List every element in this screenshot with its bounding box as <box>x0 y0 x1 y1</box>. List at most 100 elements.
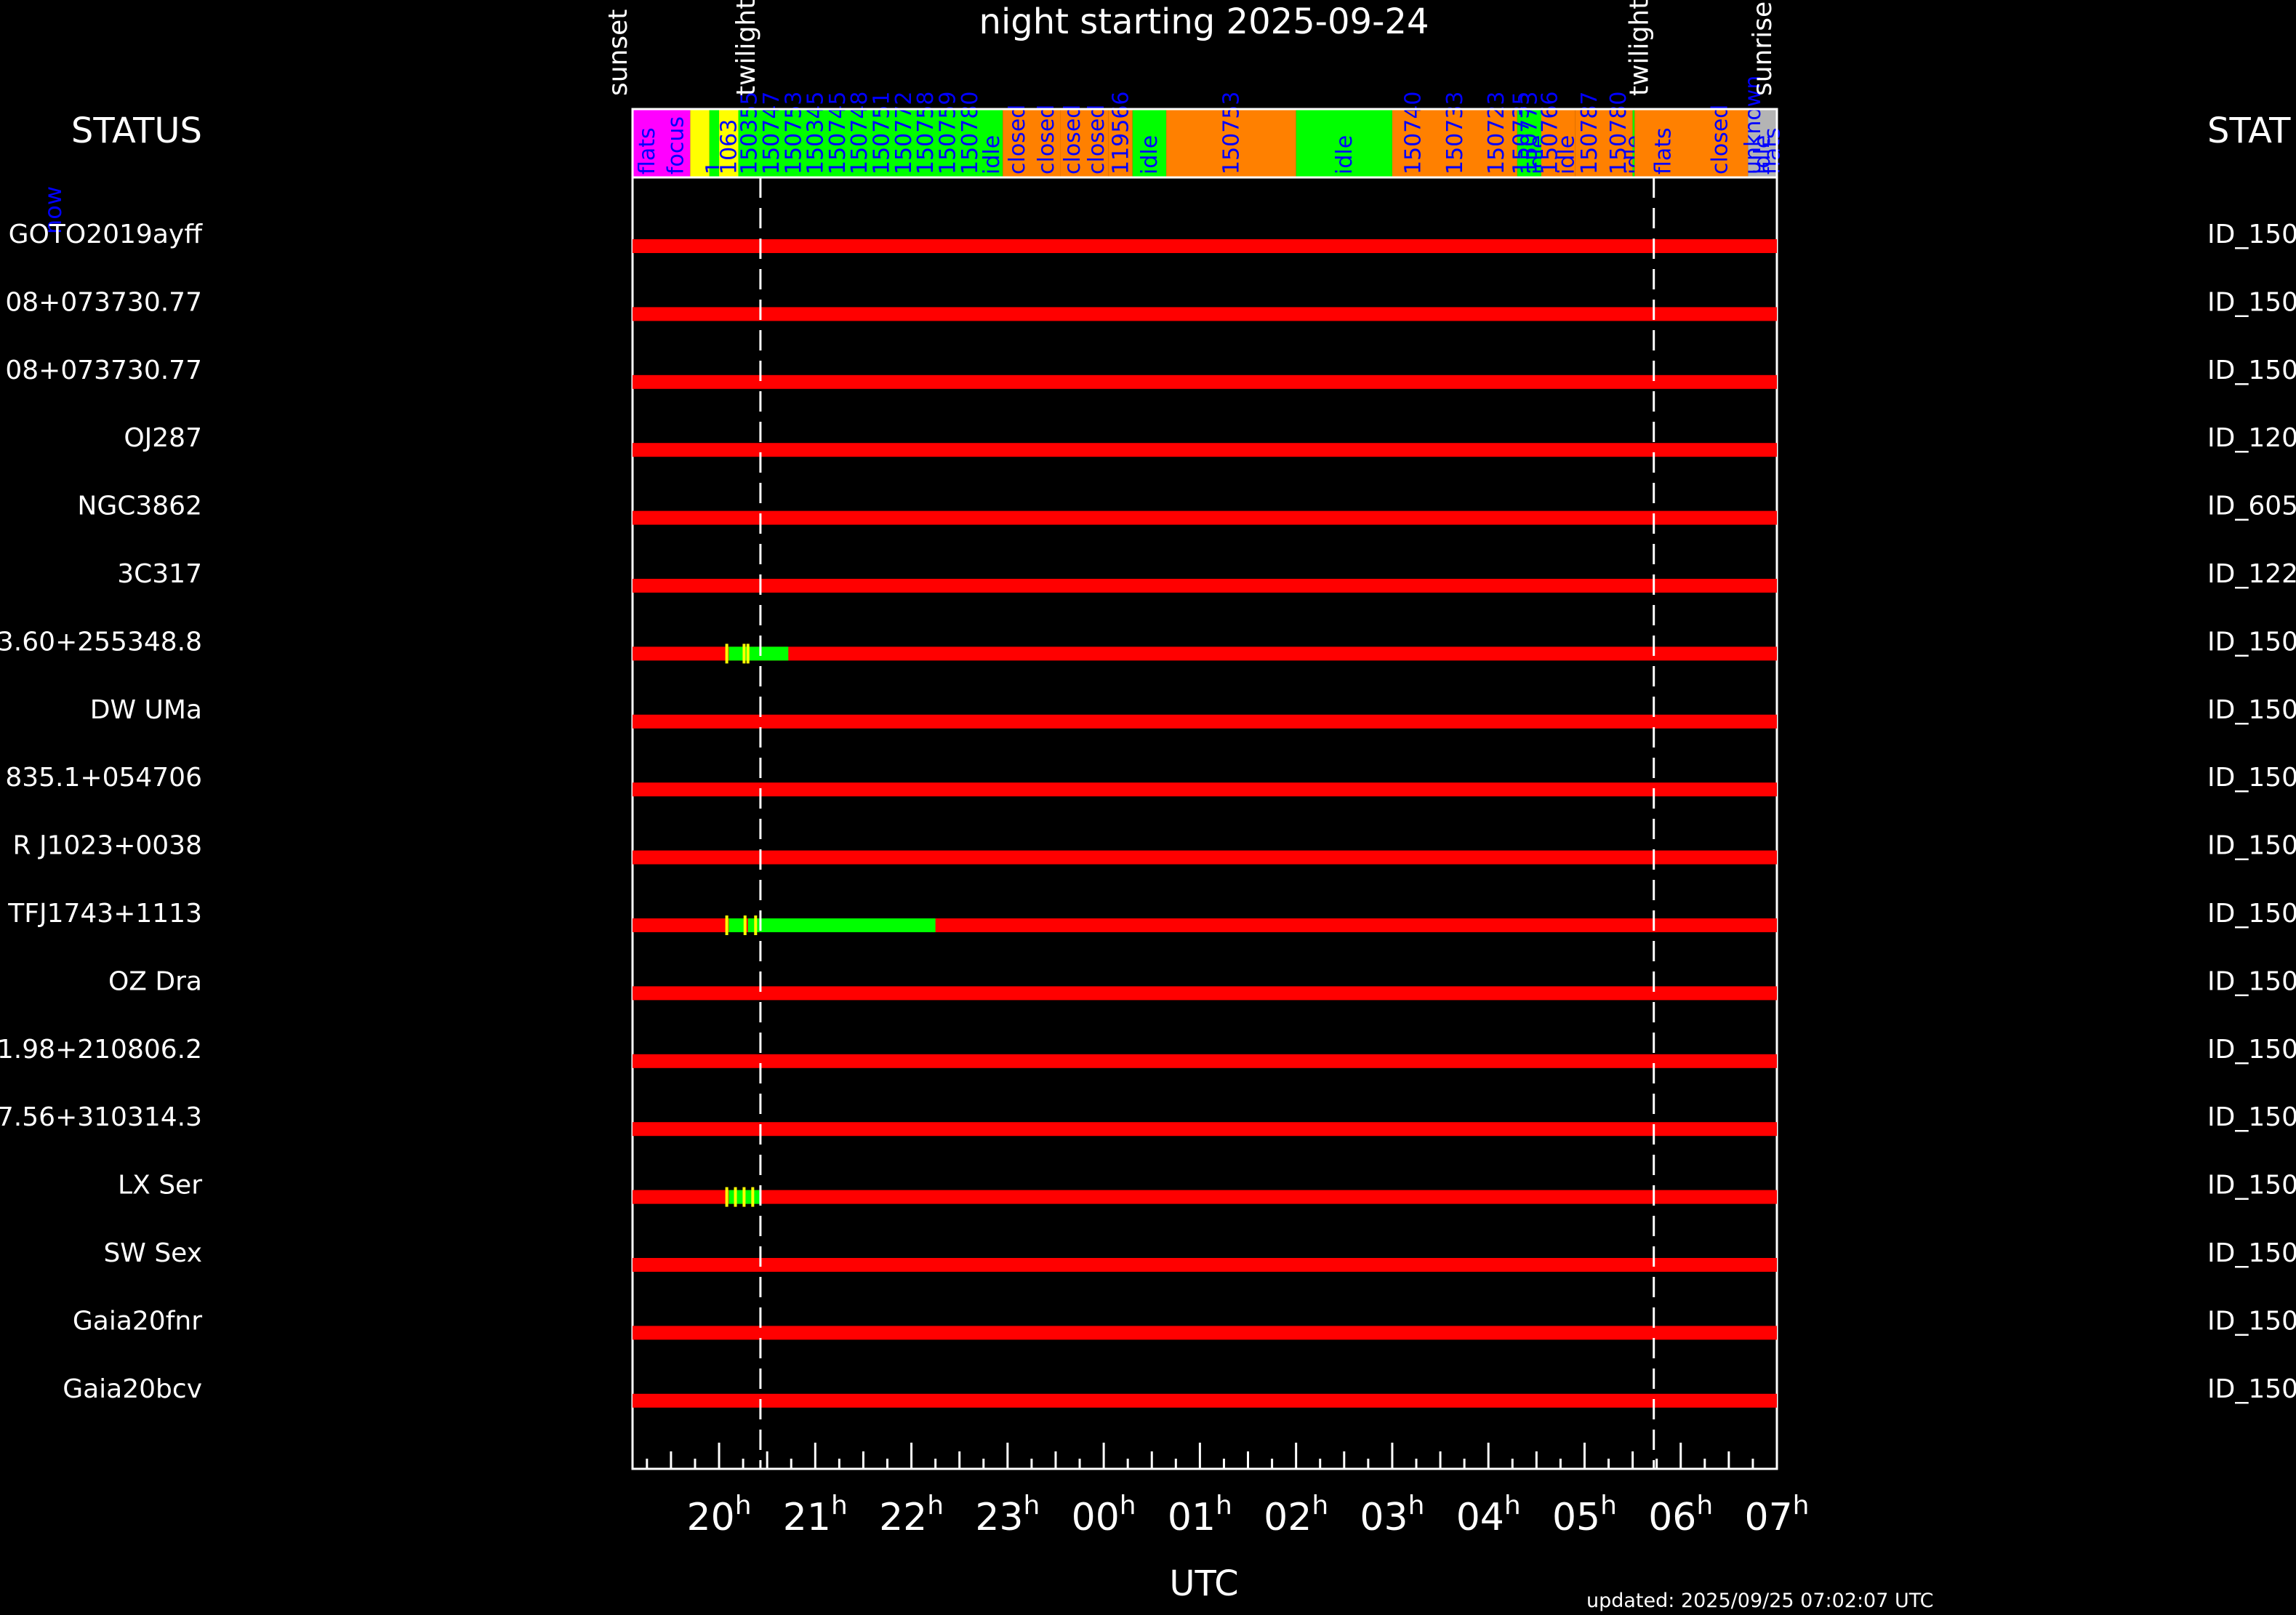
chart-title: night starting 2025-09-24 <box>979 1 1429 42</box>
target-name: 08+073730.77 <box>5 287 202 317</box>
status-segment-label: 150758 <box>913 91 939 175</box>
observation-marker <box>742 644 746 664</box>
status-segment-label: 150345 <box>803 91 829 175</box>
x-axis-label: UTC <box>1169 1563 1238 1604</box>
target-id: ID_150 <box>2207 1102 2296 1132</box>
observation-marker <box>734 1187 737 1207</box>
status-label-left: STATUS <box>71 111 202 151</box>
target-id: ID_150 <box>2207 899 2296 929</box>
target-id: ID_150 <box>2207 1171 2296 1201</box>
target-id: ID_605 <box>2207 492 2296 521</box>
status-segment-idle <box>709 109 720 177</box>
x-tick-label: 02h <box>1264 1491 1328 1539</box>
target-id: ID_150 <box>2207 763 2296 793</box>
status-segment-label: flats <box>635 127 660 175</box>
target-row: GOTO2019ayff ID_150 <box>9 220 2296 253</box>
observation-marker <box>725 1187 728 1207</box>
status-segment-label: 119566 <box>1108 91 1133 175</box>
status-segment-label: 150733 <box>1442 91 1468 175</box>
target-id: ID_150 <box>2207 966 2296 996</box>
target-id: ID_150 <box>2207 287 2296 317</box>
observation-segment <box>747 646 789 661</box>
status-segment-label: unknown <box>1741 76 1766 175</box>
target-timeline-bar <box>633 986 1777 1001</box>
target-row: OZ Dra ID_150 <box>108 966 2296 1001</box>
twilight-label: twilight <box>731 0 761 96</box>
target-name: Gaia20bcv <box>63 1374 202 1404</box>
target-name: Gaia20fnr <box>73 1306 202 1336</box>
target-name: TFJ1743+1113 <box>7 899 202 929</box>
target-row: 835.1+054706 ID_150 <box>5 763 2296 797</box>
target-id: ID_120 <box>2207 423 2296 453</box>
status-segment-unknown <box>1748 109 1777 177</box>
status-segment-idle <box>738 109 1003 177</box>
status-segment-label: 150773 <box>1517 91 1542 175</box>
status-label-right: STAT <box>2207 111 2291 151</box>
status-segment-label: 150787 <box>1577 91 1602 175</box>
status-segment-focus <box>719 109 739 177</box>
target-row: Gaia20bcv ID_150 <box>63 1374 2296 1408</box>
x-tick-label: 04h <box>1456 1491 1521 1539</box>
status-segment-label: closed <box>1005 105 1030 175</box>
status-segment-closed <box>1575 109 1633 177</box>
observation-marker <box>743 915 747 935</box>
status-segment-label: closed <box>1060 105 1085 175</box>
target-id: ID_150 <box>2207 356 2296 385</box>
target-timeline-bar <box>633 1054 1777 1068</box>
target-row: SW Sex ID_150 <box>103 1238 2296 1272</box>
target-row: 3C317 ID_122 <box>117 559 2296 593</box>
status-segment-label: focus <box>664 116 689 175</box>
status-segment-label: 150753 <box>1219 91 1244 175</box>
x-tick-label: 22h <box>879 1491 944 1539</box>
target-id: ID_150 <box>2207 1035 2296 1065</box>
target-name: 1.98+210806.2 <box>0 1035 202 1065</box>
status-segment-closed <box>1541 109 1576 177</box>
sunrise-label: sunrise <box>1748 1 1778 96</box>
status-segment-focus <box>690 109 710 177</box>
observation-marker <box>725 915 728 935</box>
x-tick-label: 23h <box>975 1491 1040 1539</box>
x-tick-label: 00h <box>1072 1491 1136 1539</box>
target-timeline-bar <box>633 1122 1777 1137</box>
target-id: ID_150 <box>2207 627 2296 657</box>
updated-timestamp: updated: 2025/09/25 07:02:07 UTC <box>1586 1590 1934 1612</box>
target-name: 08+073730.77 <box>5 356 202 385</box>
status-segment-label: flats <box>1650 127 1676 175</box>
target-row: R J1023+0038 ID_150 <box>13 831 2296 865</box>
observation-segment <box>728 918 747 932</box>
observation-segment <box>747 918 936 932</box>
target-row: LX Ser ID_150 <box>118 1171 2296 1207</box>
x-tick-label: 03h <box>1360 1491 1424 1539</box>
status-segment-label: 1063 <box>716 119 742 175</box>
target-name: 3.60+255348.8 <box>0 627 202 657</box>
target-timeline-bar <box>633 510 1777 525</box>
target-row: 7.56+310314.3 ID_150 <box>0 1102 2296 1137</box>
status-segment-label: 150723 <box>1484 91 1509 175</box>
status-segment-label: idle <box>1137 135 1163 175</box>
status-segment-closed <box>1392 109 1517 177</box>
target-id: ID_150 <box>2207 1238 2296 1268</box>
status-segment-label: 150780 <box>1606 91 1631 175</box>
target-timeline-bar <box>633 782 1777 797</box>
target-row: 08+073730.77 ID_150 <box>5 287 2296 321</box>
status-segment-label: 150751 <box>870 91 895 175</box>
target-timeline-bar <box>633 1258 1777 1272</box>
status-segment-closed <box>1003 109 1061 177</box>
event-lines: sunset twilight twilight sunrise <box>603 0 1778 1469</box>
x-tick-label: 05h <box>1552 1491 1617 1539</box>
status-segment-label: 150759 <box>935 91 960 175</box>
target-id: ID_122 <box>2207 559 2296 589</box>
target-name: OZ Dra <box>108 966 202 996</box>
target-name: GOTO2019ayff <box>9 220 204 249</box>
status-segment-label: 150748 <box>847 91 872 175</box>
target-timeline-bar <box>633 714 1777 729</box>
target-row: 08+073730.77 ID_150 <box>5 356 2296 389</box>
target-timeline-bar <box>633 1190 1777 1204</box>
target-timeline-bar <box>633 443 1777 457</box>
observation-marker <box>746 644 750 664</box>
observation-marker <box>751 1187 755 1207</box>
observation-marker <box>754 915 758 935</box>
